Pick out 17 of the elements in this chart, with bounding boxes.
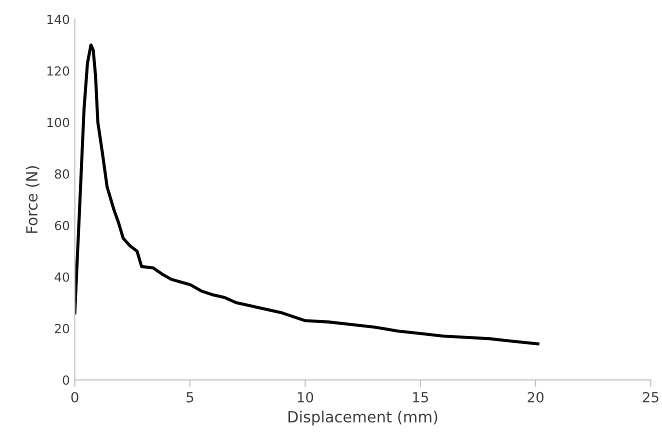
line-series [74, 43, 540, 346]
y-tick-label: 20 [54, 324, 70, 334]
y-tick-label: 60 [54, 220, 70, 230]
y-tick-label: 80 [54, 169, 70, 179]
x-tick-label: 15 [413, 392, 428, 402]
y-tick-label: 120 [47, 66, 70, 76]
y-tick-label: 0 [62, 375, 70, 385]
x-tick-label: 5 [186, 392, 194, 402]
x-tick-label: 10 [298, 392, 314, 402]
y-axis-title: Force (N) [26, 166, 40, 233]
y-tick-label: 100 [47, 118, 70, 128]
x-axis-title: Displacement (mm) [288, 410, 438, 426]
x-tick-label: 25 [642, 392, 658, 402]
x-tick-label: 0 [71, 392, 78, 402]
x-tick-label: 20 [528, 392, 544, 402]
y-tick-label: 40 [54, 272, 70, 282]
y-tick-label: 140 [47, 14, 70, 24]
